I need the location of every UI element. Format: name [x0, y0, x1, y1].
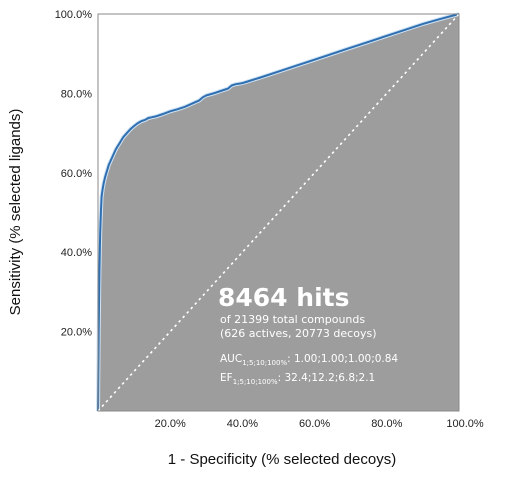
y-tick-label: 60.0%: [61, 168, 92, 180]
hits-headline: 8464 hits: [218, 283, 349, 312]
y-tick-label: 20.0%: [61, 327, 92, 339]
ef-values: : 32.4;12.2;6.8;2.1: [278, 372, 376, 384]
ef-metric: EF1;5;10;100%: 32.4;12.2;6.8;2.1: [220, 372, 375, 386]
x-tick-label: 20.0%: [155, 418, 186, 430]
x-axis-label: 1 - Specificity (% selected decoys): [168, 451, 396, 468]
hits-annotation: 8464 hits of 21399 total compounds (626 …: [218, 283, 398, 386]
auc-values: : 1.00;1.00;1.00;0.84: [287, 353, 398, 365]
x-tick-label: 100.0%: [446, 418, 484, 430]
y-axis-ticks: 20.0% 40.0% 60.0% 80.0% 100.0%: [55, 9, 93, 339]
auc-subscript: 1;5;10;100%: [242, 359, 287, 367]
plot-area: [96, 12, 460, 412]
roc-curve-line: [97, 13, 460, 412]
auc-metric: AUC1;5;10;100%: 1.00;1.00;1.00;0.84: [220, 353, 398, 367]
x-tick-label: 60.0%: [299, 418, 330, 430]
x-tick-label: 80.0%: [371, 418, 402, 430]
y-tick-label: 80.0%: [61, 88, 92, 100]
ef-label: EF: [220, 372, 233, 384]
y-tick-label: 100.0%: [55, 9, 93, 21]
y-axis-label: Sensitivity (% selected ligands): [7, 109, 24, 316]
hits-actives-decoys: (626 actives, 20773 decoys): [220, 327, 377, 340]
auc-label: AUC: [220, 353, 242, 365]
ef-subscript: 1;5;10;100%: [233, 378, 278, 386]
x-axis-ticks: 20.0% 40.0% 60.0% 80.0% 100.0%: [155, 418, 484, 430]
y-tick-label: 40.0%: [61, 247, 92, 259]
x-tick-label: 40.0%: [227, 418, 258, 430]
hits-total-compounds: of 21399 total compounds: [220, 313, 365, 326]
plot-frame: [97, 13, 460, 412]
